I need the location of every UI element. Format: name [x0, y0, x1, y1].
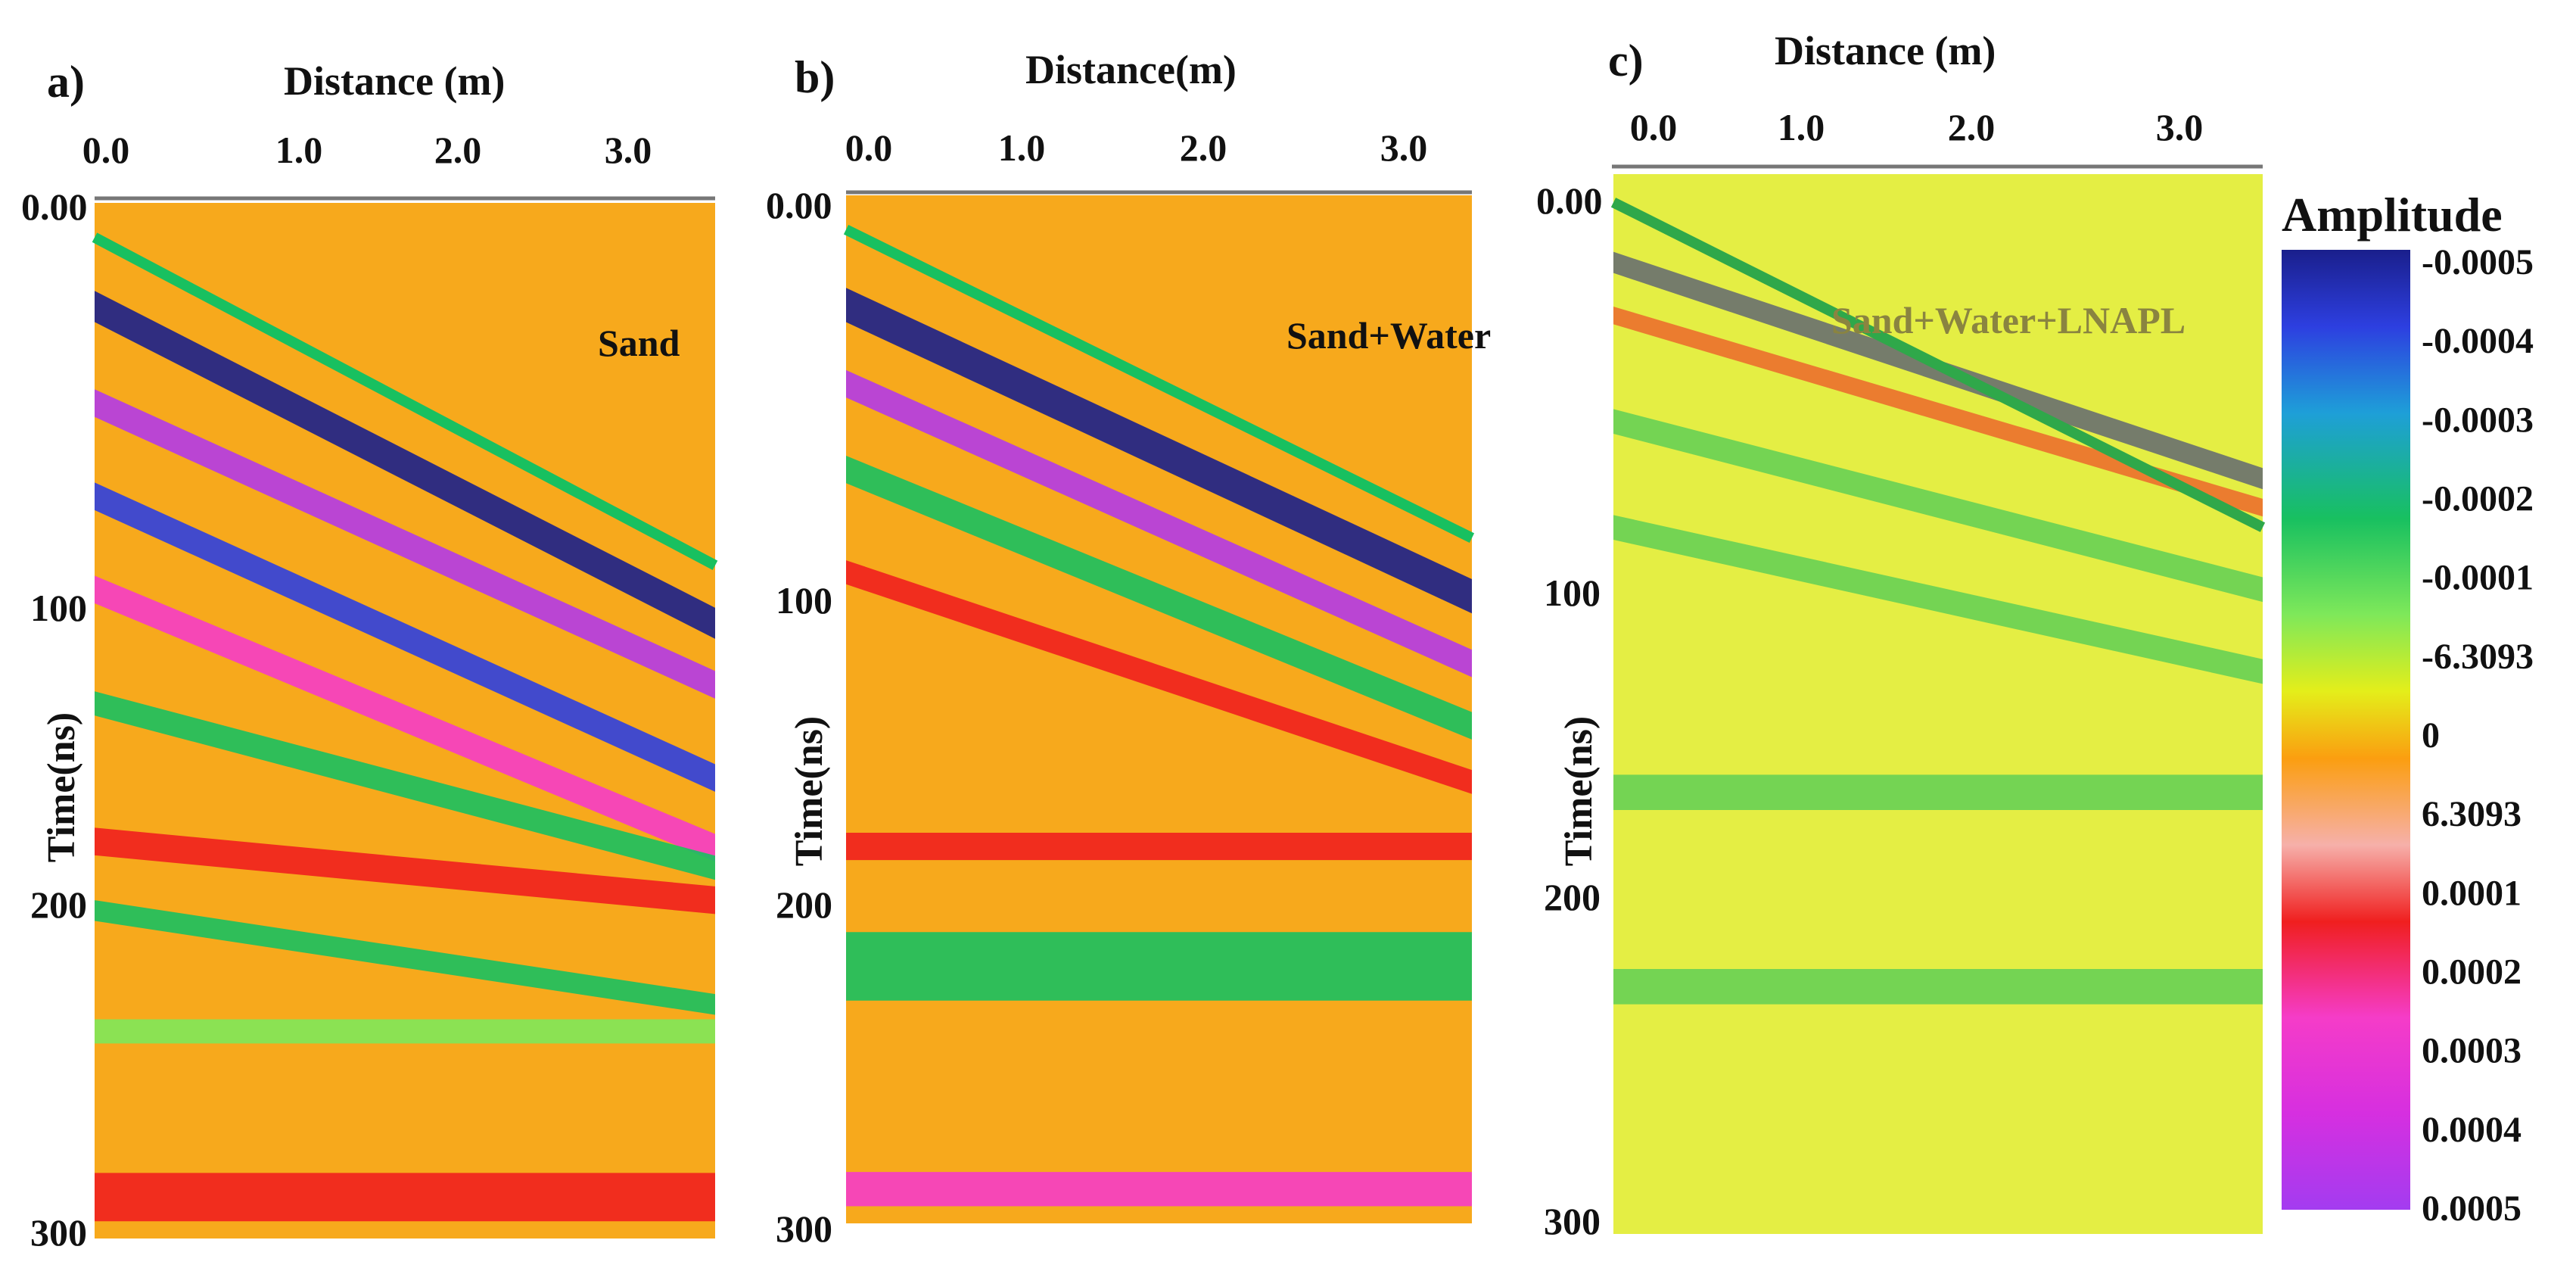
colorbar-tick-label: 0.0001 [2422, 873, 2522, 913]
panel-b-reflector-band-0 [846, 288, 1472, 614]
panel-a-reflector-band-4 [95, 691, 715, 880]
panel-b-reflector-band-4 [846, 832, 1472, 861]
panel-c-xlabel: Distance (m) [1775, 28, 1996, 73]
colorbar-tick-label: 0.0003 [2422, 1031, 2522, 1071]
panel-b-reflector-band-1 [846, 369, 1472, 678]
panel-b-ytick-0: 0.00 [766, 184, 832, 226]
panel-a-ytick-3: 300 [30, 1211, 87, 1254]
panel-a-bands [92, 232, 718, 1222]
panel-a-xticks: 0.0 1.0 2.0 3.0 [82, 129, 652, 171]
panel-b-bands [843, 224, 1475, 1207]
colorbar: Amplitude -0.0005-0.0004-0.0003-0.0002-0… [2282, 188, 2534, 1229]
panel-a-reflector-band-2 [95, 482, 715, 792]
panel-a-yticks: 0.00 100 200 300 [21, 185, 88, 1254]
panel-c-bands [1610, 198, 2266, 1005]
panel-c-ytick-0: 0.00 [1536, 179, 1603, 222]
panel-b-first-arrival [843, 224, 1475, 543]
panel-c-label: c) [1608, 36, 1644, 86]
colorbar-tick-label: -0.0003 [2422, 400, 2534, 440]
panel-b-ytick-2: 200 [776, 883, 832, 926]
panel-b-ylabel: Time(ns) [788, 716, 831, 866]
panel-b-reflector-band-6 [846, 1172, 1472, 1207]
colorbar-title: Amplitude [2282, 188, 2503, 241]
panel-b-reflector-band-5 [846, 932, 1472, 1001]
panel-b-xtick-1: 1.0 [998, 126, 1046, 169]
panel-b-xtick-3: 3.0 [1380, 126, 1428, 169]
panel-b-xticks: 0.0 1.0 2.0 3.0 [845, 126, 1428, 169]
colorbar-tick-label: -0.0004 [2422, 321, 2534, 361]
panel-a-reflector-band-0 [95, 291, 715, 639]
colorbar-tick-label: 6.3093 [2422, 794, 2522, 834]
panel-a-first-arrival [92, 232, 718, 570]
panel-b-yticks: 0.00 100 200 300 [766, 184, 832, 1250]
panel-a-xlabel: Distance (m) [284, 58, 505, 104]
panel-a-reflector-band-8 [95, 1173, 715, 1222]
panel-c-xtick-0: 0.0 [1630, 106, 1678, 148]
panel-c-xtick-2: 2.0 [1948, 106, 1996, 148]
panel-c-reflector-band-4 [1613, 774, 2263, 810]
panel-c-first-arrival [1610, 198, 2266, 532]
panel-b-plot [843, 195, 1475, 1223]
panel-c-plot [1610, 174, 2266, 1234]
colorbar-tick-label: 0.0002 [2422, 952, 2522, 992]
panel-a-plot [92, 203, 718, 1239]
panel-c-annotation: Sand+Water+LNAPL [1831, 299, 2186, 341]
panel-a-xtick-3: 3.0 [605, 129, 652, 171]
panel-c-ylabel: Time(ns) [1557, 716, 1601, 866]
panel-a-annotation: Sand [598, 322, 680, 364]
panel-c-ytick-3: 300 [1544, 1200, 1601, 1242]
panel-b-annotation: Sand+Water [1286, 314, 1491, 357]
panel-a-ytick-0: 0.00 [21, 185, 88, 228]
panel-a-ylabel: Time(ns) [40, 712, 83, 862]
panel-c-yticks: 0.00 100 200 300 [1536, 179, 1603, 1242]
colorbar-tick-label: 0.0005 [2422, 1189, 2522, 1229]
panel-c-reflector-band-2 [1613, 409, 2263, 603]
panel-b-label: b) [795, 52, 835, 102]
colorbar-tick-label: 0 [2422, 715, 2440, 756]
colorbar-gradient [2282, 250, 2410, 1210]
panel-a-reflector-band-5 [95, 827, 715, 914]
panel-a-reflector-band-1 [95, 389, 715, 699]
panel-a-ytick-2: 200 [30, 883, 87, 926]
panel-c-ytick-1: 100 [1544, 572, 1601, 614]
colorbar-tick-label: 0.0004 [2422, 1110, 2522, 1150]
panel-a-xtick-0: 0.0 [82, 129, 130, 171]
colorbar-tick-label: -0.0005 [2422, 242, 2534, 282]
panel-a-ytick-1: 100 [30, 587, 87, 629]
panel-c-xtick-1: 1.0 [1778, 106, 1825, 148]
panel-a-xtick-1: 1.0 [275, 129, 323, 171]
panel-c: c) Distance (m) 0.0 1.0 2.0 3.0 0.00 100… [1536, 28, 2266, 1242]
colorbar-tick-label: -6.3093 [2422, 637, 2534, 677]
panel-c-reflector-band-1 [1613, 307, 2263, 517]
panel-b-xtick-0: 0.0 [845, 126, 893, 169]
panel-b-xlabel: Distance(m) [1025, 47, 1237, 92]
panel-b-ytick-1: 100 [776, 579, 832, 622]
panel-c-ytick-2: 200 [1544, 876, 1601, 918]
colorbar-ticks: -0.0005 -0.0004 -0.0003 -0.0002 -0.0001 -6.30… [2422, 242, 2534, 1229]
panel-a-reflector-band-3 [95, 575, 715, 862]
panel-a-reflector-band-6 [95, 900, 715, 1015]
colorbar-tick-label: -0.0001 [2422, 558, 2534, 598]
panel-a-label: a) [47, 57, 85, 107]
panel-c-xticks: 0.0 1.0 2.0 3.0 [1630, 106, 2204, 148]
panel-a: a) Distance (m) 0.0 1.0 2.0 3.0 0.00 100… [21, 57, 718, 1254]
panel-b-reflector-band-3 [846, 560, 1472, 794]
panel-b-reflector-band-2 [846, 456, 1472, 740]
panel-c-reflector-band-3 [1613, 515, 2263, 684]
panel-c-reflector-band-5 [1613, 969, 2263, 1005]
panel-a-xtick-2: 2.0 [434, 129, 482, 171]
colorbar-tick-label: -0.0002 [2422, 479, 2534, 519]
panel-b-xtick-2: 2.0 [1180, 126, 1227, 169]
panel-b: b) Distance(m) 0.0 1.0 2.0 3.0 0.00 100 … [766, 47, 1491, 1250]
panel-b-ytick-3: 300 [776, 1207, 832, 1250]
panel-a-reflector-band-7 [95, 1019, 715, 1044]
panel-c-xtick-3: 3.0 [2156, 106, 2204, 148]
